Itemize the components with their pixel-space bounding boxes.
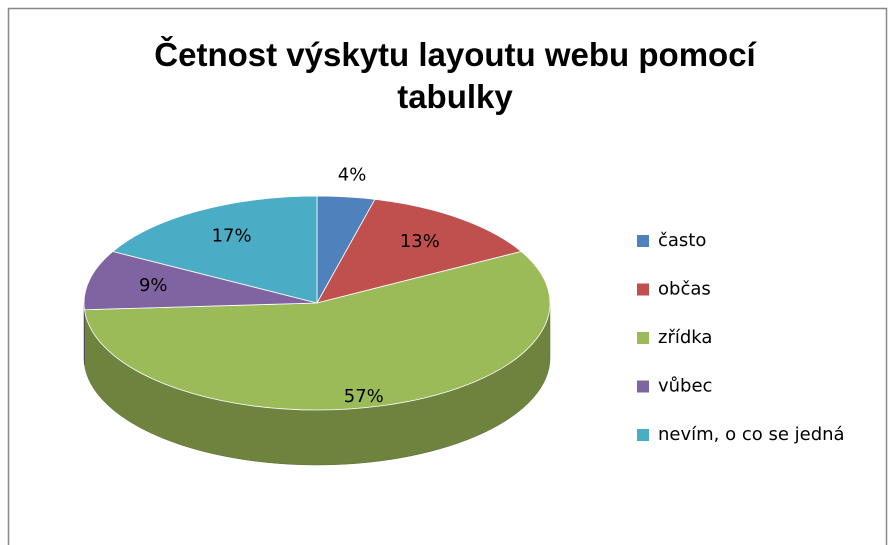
data-label: 9%	[139, 275, 168, 296]
chart-border	[7, 7, 888, 545]
data-label: 57%	[344, 386, 384, 407]
data-label: 17%	[212, 226, 252, 247]
legend-swatch	[637, 380, 649, 393]
legend-label: často	[658, 230, 706, 251]
slice	[83, 251, 318, 311]
chart-title: Četnost výskytu layoutu webu pomocí tabu…	[154, 36, 756, 115]
legend-label: občas	[658, 279, 711, 300]
legend-label: nevím, o co se jedná	[658, 424, 845, 445]
legend-swatch	[637, 235, 649, 247]
legend-label: vůbec	[658, 376, 712, 397]
data-label: 4%	[338, 165, 367, 186]
slice	[316, 198, 523, 304]
slice	[84, 251, 551, 411]
slice	[111, 195, 318, 304]
legend-label: zřídka	[658, 327, 712, 348]
legend-swatch	[637, 283, 649, 296]
data-label: 13%	[400, 231, 440, 252]
legend-swatch	[637, 429, 649, 441]
legend-swatch	[637, 332, 649, 344]
